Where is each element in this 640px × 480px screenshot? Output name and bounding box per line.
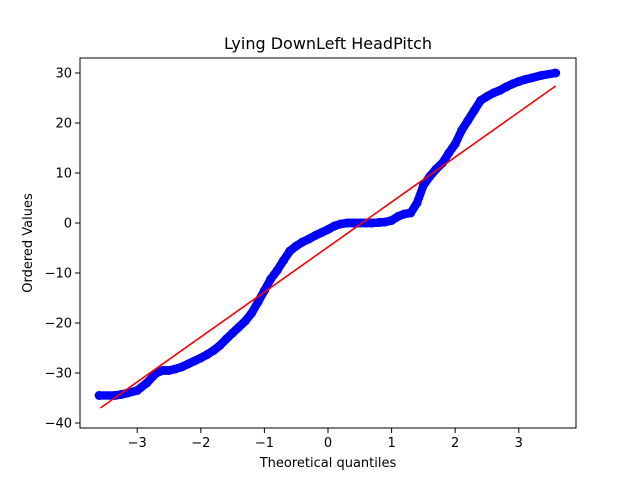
x-tick-label: 2 xyxy=(451,436,459,451)
qq-point xyxy=(221,334,231,344)
qq-point xyxy=(158,366,168,375)
fit-line xyxy=(99,85,557,409)
y-tick-label: 0 xyxy=(64,217,72,232)
y-tick-label: 10 xyxy=(55,167,72,182)
qq-point xyxy=(285,246,295,256)
qq-point xyxy=(215,341,225,350)
qq-point xyxy=(536,71,546,80)
qq-point xyxy=(266,274,276,284)
qq-point xyxy=(551,68,561,78)
qq-point xyxy=(457,126,467,135)
qq-point xyxy=(247,308,257,318)
qq-point xyxy=(342,218,352,228)
plot-marks xyxy=(94,68,561,409)
y-tick-label: −20 xyxy=(45,317,72,332)
x-tick-label: 0 xyxy=(324,436,332,451)
x-axis-label: Theoretical quantiles xyxy=(259,456,397,471)
y-axis-label: Ordered Values xyxy=(21,193,36,293)
y-tick-label: 20 xyxy=(55,117,72,132)
qq-point xyxy=(272,266,282,275)
qq-point xyxy=(142,378,152,388)
y-axis-ticks: −40 −30 −20 −10 0 10 20 30 xyxy=(45,67,80,432)
x-tick-label: −1 xyxy=(255,436,274,451)
y-tick-label: 30 xyxy=(55,67,72,82)
y-tick-label: −10 xyxy=(45,267,72,282)
qq-point xyxy=(469,106,479,115)
x-tick-label: −2 xyxy=(191,436,210,451)
x-axis-ticks: −3 −2 −1 0 1 2 3 xyxy=(128,428,523,451)
qq-point xyxy=(412,198,422,208)
x-tick-label: −3 xyxy=(128,436,147,451)
qq-point xyxy=(526,73,536,83)
qq-point xyxy=(209,346,219,355)
qq-point xyxy=(463,116,473,125)
y-tick-label: −40 xyxy=(45,417,72,432)
qq-point xyxy=(450,139,460,149)
qq-point xyxy=(132,386,142,395)
x-tick-label: 1 xyxy=(387,436,395,451)
chart-title: Lying DownLeft HeadPitch xyxy=(224,34,432,53)
x-tick-label: 3 xyxy=(515,436,523,451)
qq-point xyxy=(240,316,250,326)
qq-point xyxy=(418,181,428,190)
qq-point xyxy=(234,322,244,332)
qq-point xyxy=(94,391,104,400)
qq-point xyxy=(406,208,416,218)
qq-point xyxy=(253,297,263,307)
qq-point xyxy=(444,148,454,158)
qq-point xyxy=(348,218,358,228)
qq-point xyxy=(228,328,238,338)
y-tick-label: −30 xyxy=(45,367,72,382)
qq-point xyxy=(123,388,133,398)
qq-point xyxy=(278,256,288,265)
